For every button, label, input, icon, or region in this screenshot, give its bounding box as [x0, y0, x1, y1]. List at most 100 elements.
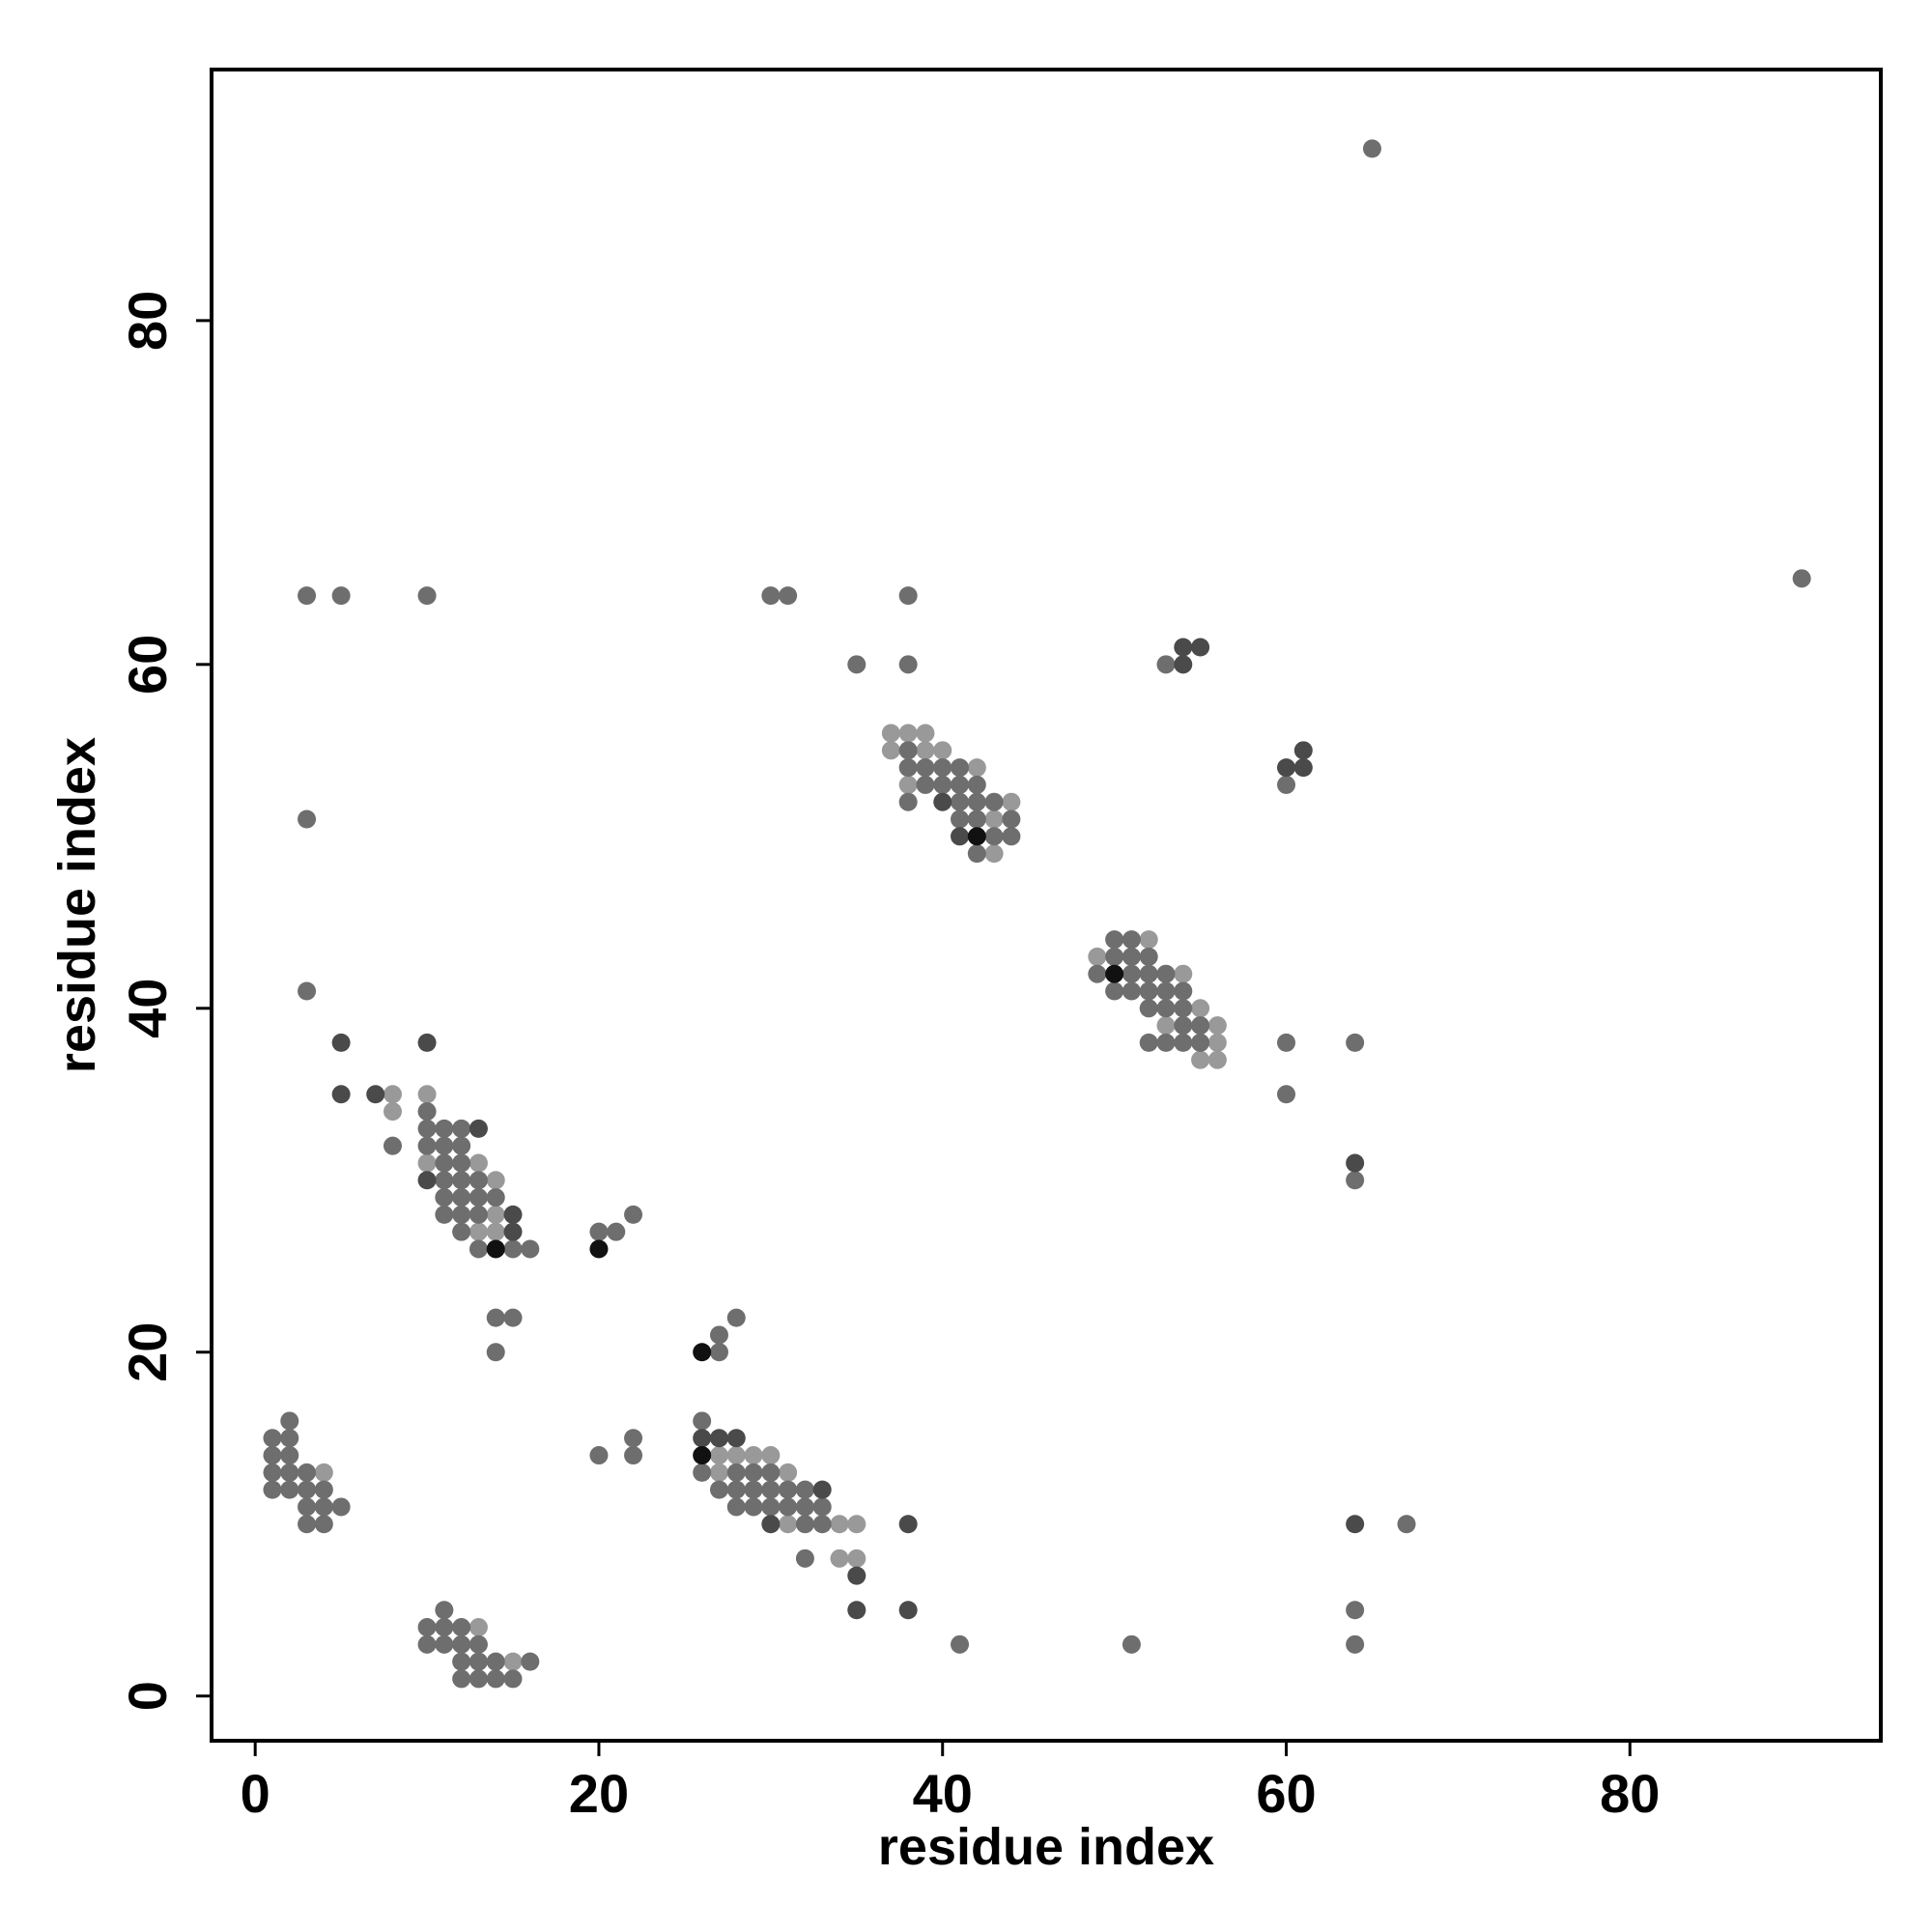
point	[280, 1480, 299, 1499]
point	[761, 1497, 781, 1517]
point	[1174, 638, 1193, 657]
point	[435, 1153, 454, 1173]
point	[984, 827, 1004, 846]
point	[1139, 999, 1158, 1018]
point	[847, 1515, 867, 1534]
x-tick-label: 60	[1256, 1763, 1316, 1824]
point	[933, 741, 952, 760]
point	[417, 1085, 437, 1104]
point	[452, 1153, 471, 1173]
point	[1174, 999, 1193, 1018]
point	[624, 1429, 643, 1448]
point	[503, 1222, 523, 1241]
point	[951, 792, 970, 811]
point	[1346, 1153, 1365, 1173]
point	[709, 1429, 728, 1448]
point	[812, 1480, 832, 1499]
point	[298, 981, 317, 1001]
plot-frame	[210, 68, 1883, 1743]
point	[263, 1429, 282, 1448]
point	[298, 586, 317, 606]
point	[1122, 981, 1141, 1001]
point	[795, 1548, 814, 1568]
point	[469, 1634, 488, 1654]
point	[898, 655, 918, 674]
point	[1088, 964, 1107, 983]
point	[693, 1343, 712, 1362]
point	[1208, 1050, 1227, 1069]
point	[366, 1085, 385, 1104]
point	[314, 1497, 333, 1517]
point	[1088, 947, 1107, 966]
point	[486, 1343, 505, 1362]
point	[726, 1497, 746, 1517]
point	[967, 844, 986, 864]
point	[486, 1669, 505, 1689]
point	[984, 792, 1004, 811]
point	[280, 1429, 299, 1448]
point	[1346, 1634, 1365, 1654]
point	[898, 586, 918, 606]
point	[469, 1153, 488, 1173]
x-tick-label: 40	[913, 1763, 973, 1824]
y-tick-label: 60	[117, 635, 178, 695]
point	[967, 775, 986, 794]
point	[951, 758, 970, 778]
point	[1191, 999, 1210, 1018]
point	[744, 1463, 763, 1482]
point	[1105, 981, 1124, 1001]
point	[469, 1119, 488, 1138]
point	[469, 1205, 488, 1224]
point	[744, 1480, 763, 1499]
point	[744, 1497, 763, 1517]
point	[314, 1463, 333, 1482]
point	[1346, 1601, 1365, 1620]
point	[589, 1446, 609, 1465]
point	[693, 1429, 712, 1448]
point	[1174, 655, 1193, 674]
point	[916, 741, 935, 760]
point	[1105, 947, 1124, 966]
point	[486, 1239, 505, 1259]
point	[898, 792, 918, 811]
point	[779, 1497, 798, 1517]
point	[298, 1463, 317, 1482]
point	[847, 1548, 867, 1568]
y-axis-label: residue index	[48, 737, 106, 1073]
point	[795, 1497, 814, 1517]
point	[435, 1119, 454, 1138]
point	[383, 1085, 402, 1104]
x-tick-label: 80	[1600, 1763, 1660, 1824]
point	[331, 1085, 351, 1104]
point	[280, 1446, 299, 1465]
point	[1208, 1033, 1227, 1052]
point	[933, 758, 952, 778]
point	[417, 1136, 437, 1155]
point	[709, 1446, 728, 1465]
point	[1191, 638, 1210, 657]
point	[709, 1463, 728, 1482]
point	[693, 1411, 712, 1431]
point	[1139, 964, 1158, 983]
point	[469, 1669, 488, 1689]
point	[624, 1446, 643, 1465]
point	[984, 810, 1004, 829]
point	[726, 1463, 746, 1482]
point	[898, 741, 918, 760]
point	[503, 1239, 523, 1259]
point	[1346, 1515, 1365, 1534]
y-tick-label: 80	[117, 291, 178, 351]
point	[693, 1463, 712, 1482]
point	[486, 1652, 505, 1671]
point	[263, 1480, 282, 1499]
point	[435, 1136, 454, 1155]
point	[280, 1411, 299, 1431]
point	[435, 1171, 454, 1190]
point	[417, 1033, 437, 1052]
point	[1139, 1033, 1158, 1052]
point	[452, 1634, 471, 1654]
point	[469, 1188, 488, 1208]
point	[916, 775, 935, 794]
point	[314, 1480, 333, 1499]
point	[1122, 964, 1141, 983]
